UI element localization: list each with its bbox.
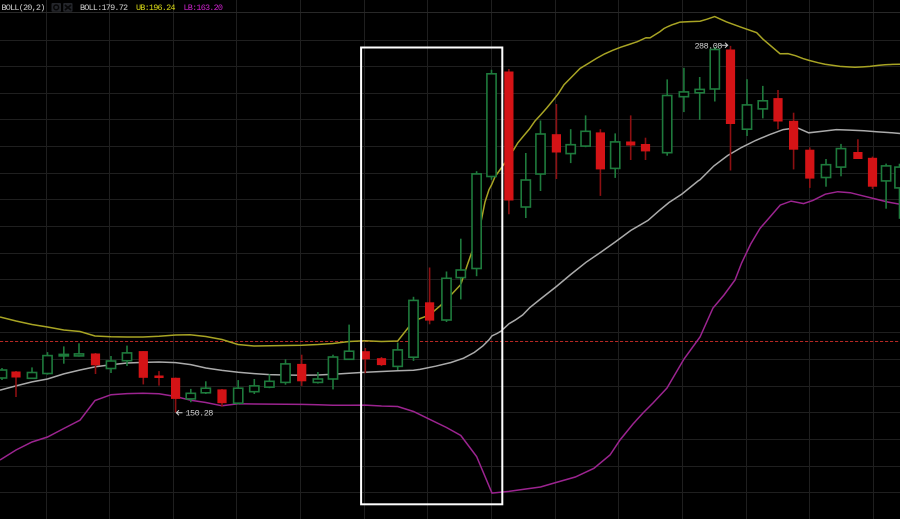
svg-text:288.08: 288.08 [695,41,723,51]
svg-text:BOLL(20,2): BOLL(20,2) [2,3,45,13]
svg-text:LB:163.20: LB:163.20 [184,3,223,13]
svg-text:150.28: 150.28 [186,409,214,419]
svg-text:BOLL:179.72: BOLL:179.72 [80,3,128,13]
svg-text:UB:196.24: UB:196.24 [136,3,175,13]
